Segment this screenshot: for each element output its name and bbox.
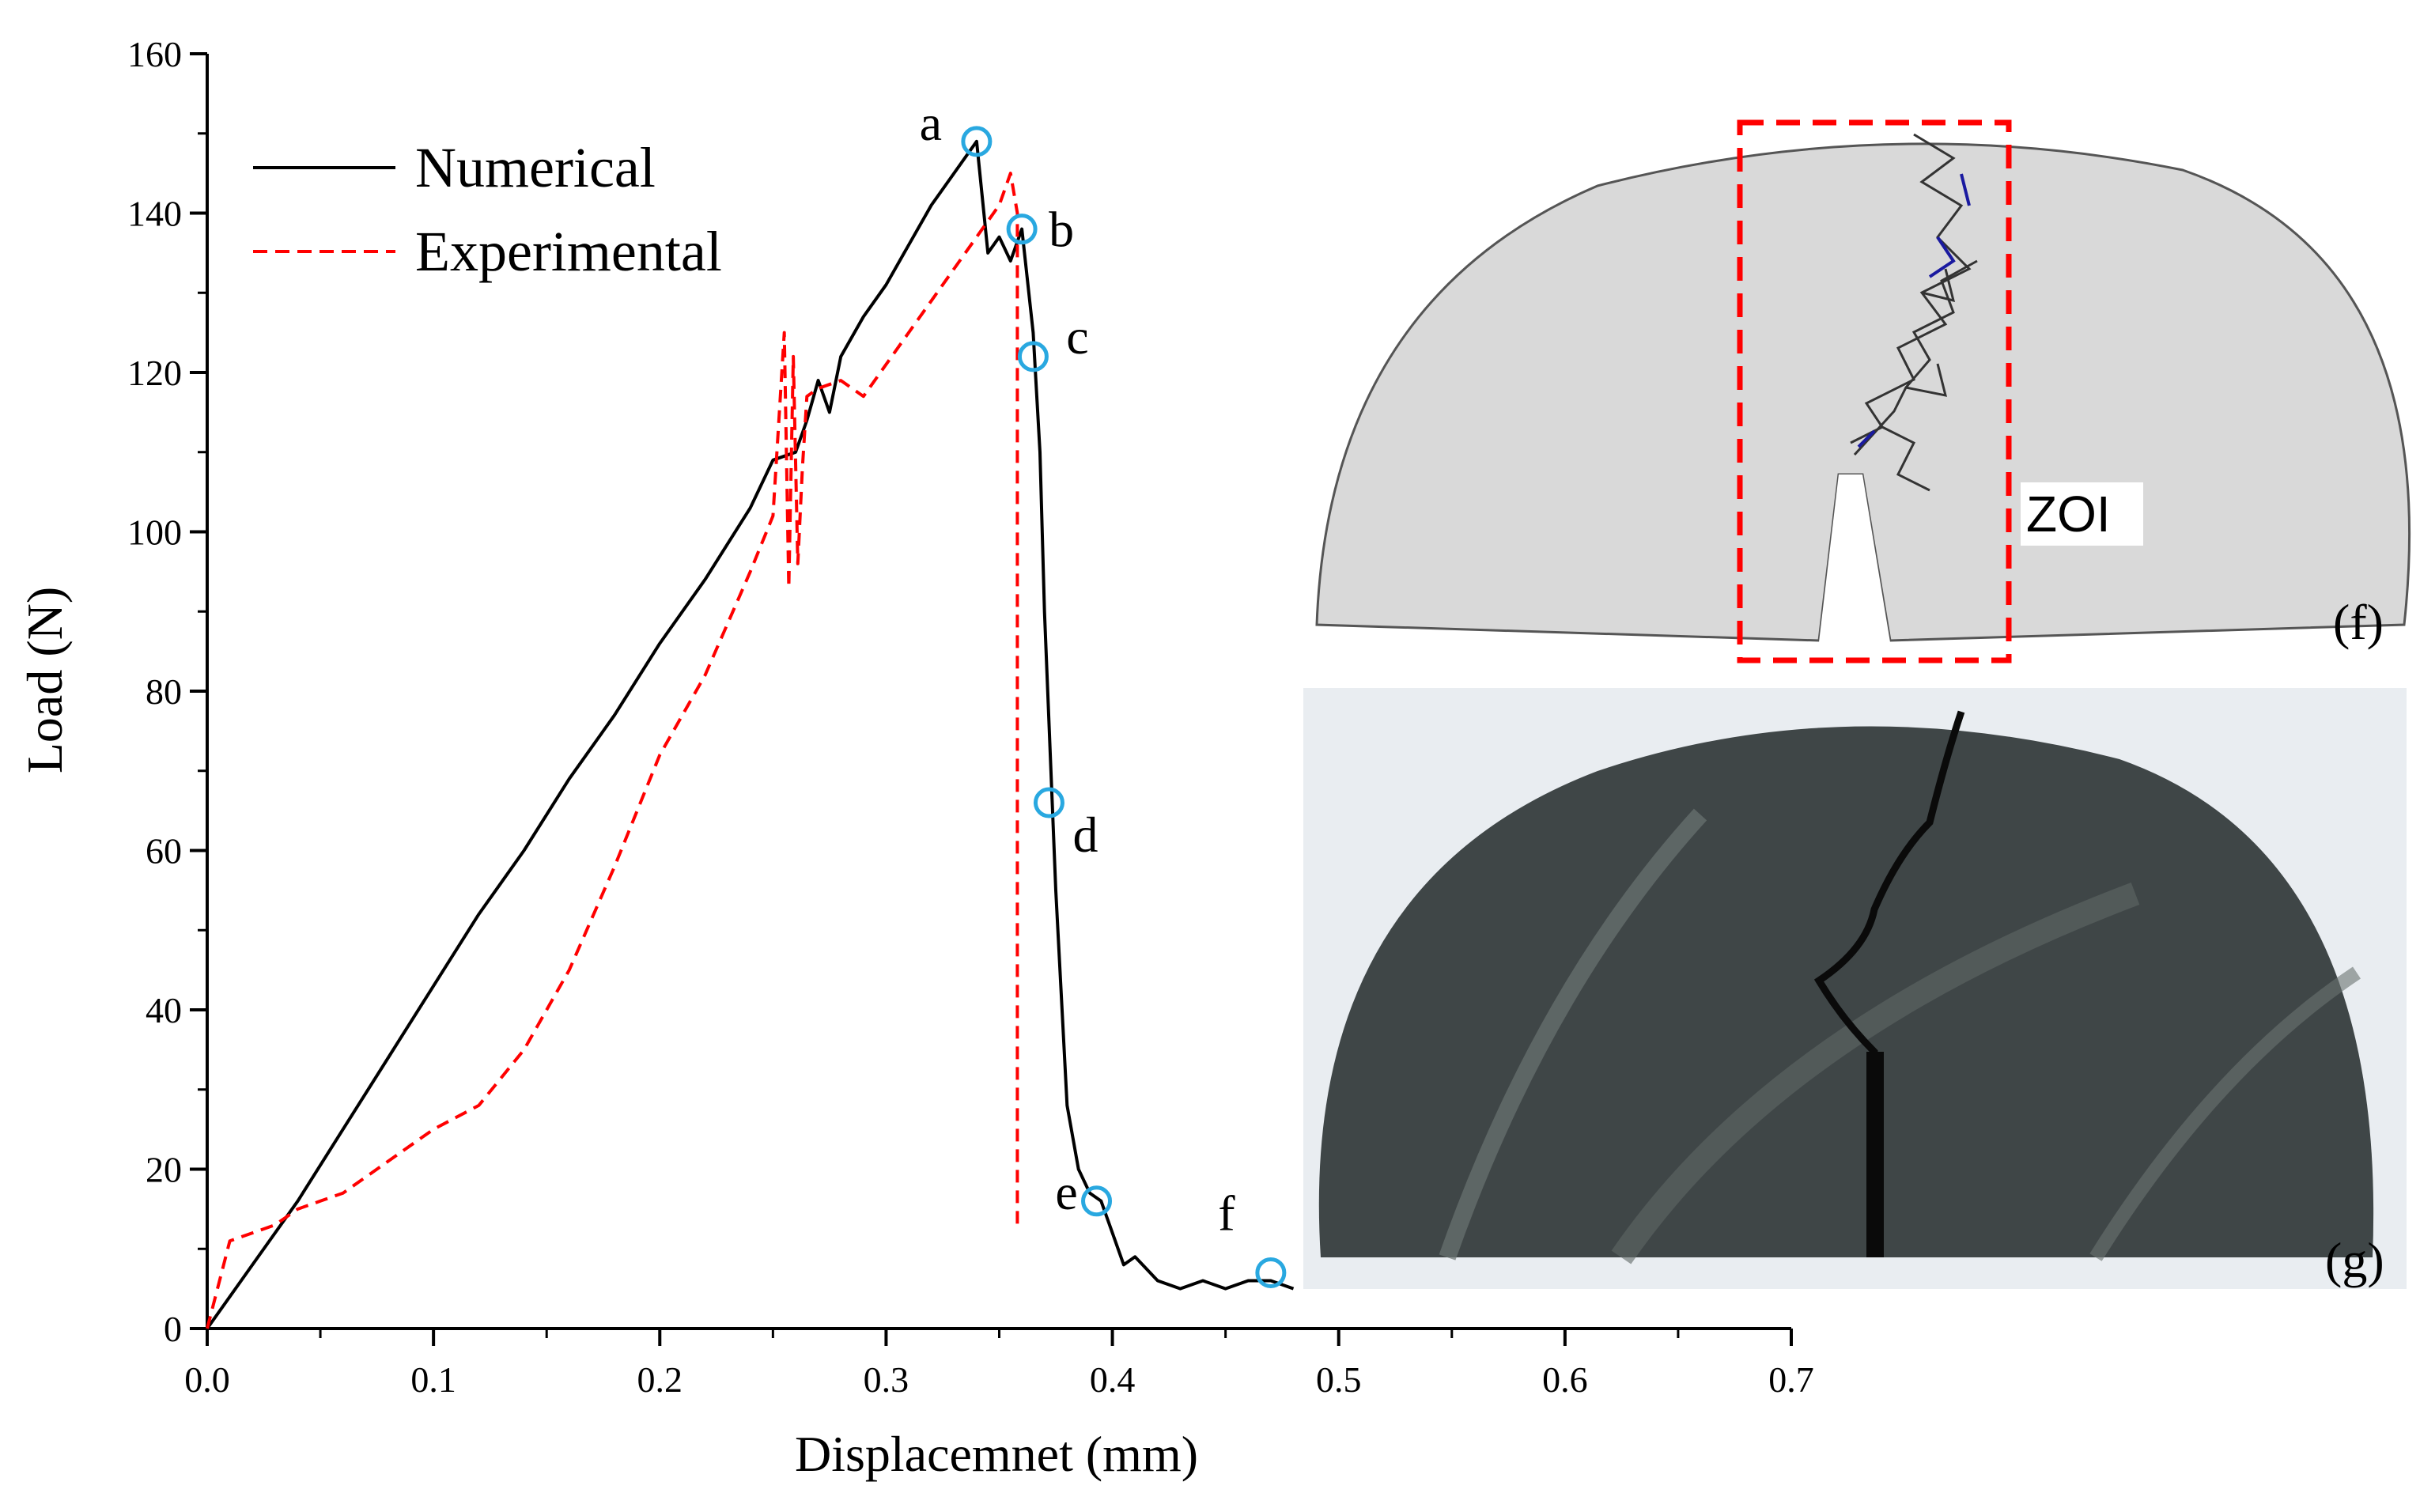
x-tick-label: 0.4 bbox=[1090, 1359, 1136, 1400]
x-tick-label: 0.0 bbox=[184, 1359, 230, 1400]
crack-mesh bbox=[1850, 133, 1978, 492]
crack-mesh-blue bbox=[1857, 173, 1971, 448]
tick-labels: 0.0 0.1 0.2 0.3 0.4 0.5 0.6 0.7 0 20 40 60 80 100 120 1… bbox=[127, 34, 1814, 1400]
marker-point-c bbox=[1017, 341, 1049, 372]
specimen-vein-1 bbox=[1439, 808, 1707, 1261]
legend-label-numerical: Numerical bbox=[415, 136, 656, 199]
specimen-half-disc bbox=[1318, 726, 2374, 1257]
series-group bbox=[206, 139, 1295, 1330]
zoi-label-bg bbox=[2021, 482, 2143, 546]
series-line-experimental bbox=[206, 172, 1019, 1329]
x-tick-label: 0.6 bbox=[1542, 1359, 1588, 1400]
panel-g-label: (g) bbox=[2325, 1232, 2384, 1288]
y-tick-label: 160 bbox=[127, 34, 182, 74]
notch bbox=[1819, 474, 1890, 642]
marker-group: a bc d e f bbox=[920, 95, 1287, 1288]
x-tick-label: 0.5 bbox=[1316, 1359, 1362, 1400]
specimen-vein-3 bbox=[2089, 966, 2361, 1261]
y-tick-label: 80 bbox=[146, 671, 182, 712]
y-tick-label: 40 bbox=[146, 990, 182, 1030]
marker-label-f: f bbox=[1218, 1185, 1235, 1241]
marker-label-d: d bbox=[1072, 807, 1098, 863]
marker-point-e bbox=[1081, 1185, 1113, 1217]
specimen-crack bbox=[1813, 710, 1965, 1257]
x-tick-label: 0.1 bbox=[410, 1359, 456, 1400]
marker-label-a: a bbox=[920, 95, 942, 151]
y-tick-label: 0 bbox=[164, 1309, 182, 1349]
y-tick-label: 140 bbox=[127, 194, 182, 234]
marker-point-d bbox=[1033, 787, 1064, 818]
x-tick-label: 0.2 bbox=[637, 1359, 683, 1400]
x-tick-label: 0.7 bbox=[1768, 1359, 1814, 1400]
marker-label-e: e bbox=[1055, 1164, 1077, 1220]
y-axis-title: Load (N) bbox=[17, 587, 73, 773]
x-axis-title: Displacemnet (mm) bbox=[795, 1426, 1198, 1482]
zoi-label: ZOI bbox=[2026, 486, 2111, 542]
marker-point-b bbox=[1006, 214, 1038, 245]
tick-marks bbox=[190, 52, 1793, 1346]
legend-label-experimental: Experimental bbox=[415, 220, 722, 283]
panel-f-model-image: ZOI (f) bbox=[1315, 119, 2411, 663]
series-line-numerical bbox=[206, 139, 1295, 1330]
marker-point-f bbox=[1255, 1257, 1287, 1288]
specimen-vein-2 bbox=[1611, 882, 2140, 1264]
marker-label-c: c bbox=[1066, 308, 1088, 365]
marker-point-a bbox=[961, 126, 993, 157]
specimen-notch bbox=[1866, 1052, 1884, 1257]
panel-f-label: (f) bbox=[2333, 594, 2384, 650]
y-tick-label: 20 bbox=[146, 1150, 182, 1190]
marker-label-b: b bbox=[1049, 202, 1074, 258]
panel-g-specimen-photo: (g) bbox=[1303, 688, 2407, 1289]
x-tick-label: 0.3 bbox=[864, 1359, 909, 1400]
y-tick-label: 120 bbox=[127, 353, 182, 393]
y-tick-label: 60 bbox=[146, 831, 182, 871]
legend: Numerical Experimental bbox=[253, 136, 722, 283]
y-tick-label: 100 bbox=[127, 512, 182, 553]
